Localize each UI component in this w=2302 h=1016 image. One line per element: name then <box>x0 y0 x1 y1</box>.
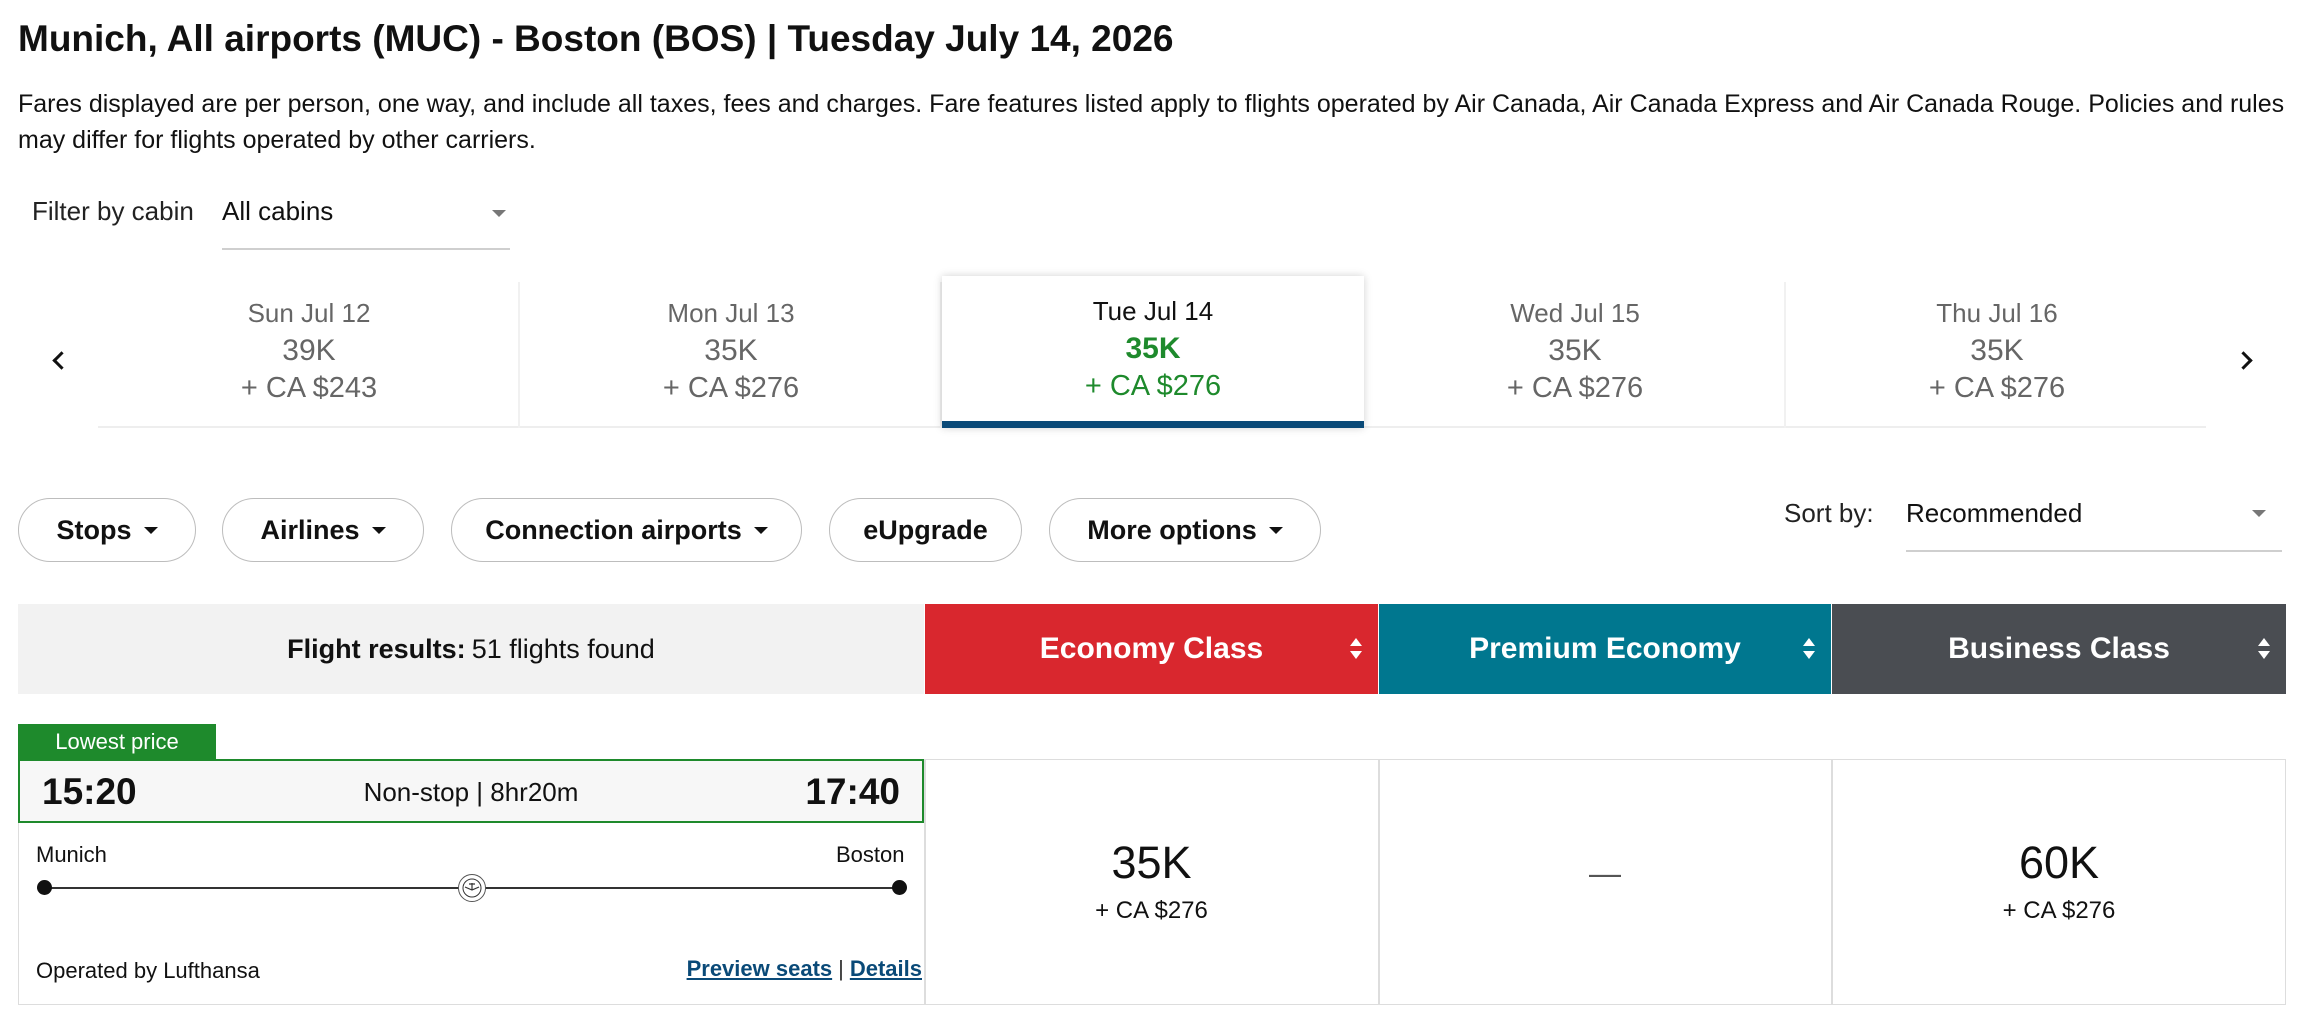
economy-class-header[interactable]: Economy Class <box>925 604 1378 694</box>
sort-arrows-icon <box>1803 638 1817 660</box>
cabin-filter-value: All cabins <box>222 196 334 226</box>
date-option-jul-12[interactable]: Sun Jul 12 39K + CA $243 <box>98 282 520 428</box>
date-option-jul-14-selected[interactable]: Tue Jul 14 35K + CA $276 <box>942 276 1364 428</box>
eupgrade-filter-button[interactable]: eUpgrade <box>829 498 1022 562</box>
flight-results-label: Flight results: <box>287 633 466 664</box>
lowest-price-badge: Lowest price <box>18 724 216 760</box>
chevron-down-icon <box>143 526 158 534</box>
date-cash: + CA $276 <box>1928 372 2066 404</box>
date-points: 35K <box>704 334 758 367</box>
chevron-down-icon <box>492 210 506 217</box>
origin-dot-icon <box>37 880 52 895</box>
premium-economy-header[interactable]: Premium Economy <box>1379 604 1831 694</box>
stops-filter-button[interactable]: Stops <box>18 498 196 562</box>
date-option-jul-13[interactable]: Mon Jul 13 35K + CA $276 <box>520 282 942 428</box>
date-label: Sun Jul 12 <box>247 298 371 328</box>
link-separator: | <box>838 956 844 981</box>
fare-disclaimer: Fares displayed are per person, one way,… <box>18 90 2285 154</box>
date-cells: Sun Jul 12 39K + CA $243 Mon Jul 13 35K … <box>98 276 2208 428</box>
business-class-label: Business Class <box>1948 632 2170 665</box>
destination-city: Boston <box>836 842 905 867</box>
date-label: Thu Jul 16 <box>1936 298 2058 328</box>
business-class-header[interactable]: Business Class <box>1832 604 2286 694</box>
flight-results-summary: Flight results: 51 flights found <box>18 604 924 694</box>
arrival-time: 17:40 <box>805 771 900 812</box>
date-option-jul-16[interactable]: Thu Jul 16 35K + CA $276 <box>1786 282 2208 428</box>
economy-class-label: Economy Class <box>1039 632 1264 665</box>
connection-airports-filter-button[interactable]: Connection airports <box>451 498 802 562</box>
row-divider <box>1831 759 1833 1005</box>
chevron-down-icon <box>753 526 768 534</box>
more-options-label: More options <box>1087 514 1257 545</box>
flight-summary: Non-stop | 8hr20m <box>363 777 579 807</box>
chevron-down-icon <box>371 526 386 534</box>
date-cash: + CA $276 <box>662 372 800 404</box>
lufthansa-logo-icon <box>458 874 486 902</box>
operated-by: Operated by Lufthansa <box>36 958 260 983</box>
next-dates-button[interactable] <box>2226 340 2266 380</box>
departure-time: 15:20 <box>42 771 137 812</box>
row-divider <box>924 759 926 1005</box>
business-fare-cell[interactable]: 60K + CA $276 <box>1832 759 2286 1005</box>
sort-arrows-icon <box>1350 638 1364 660</box>
details-link[interactable]: Details <box>849 956 922 981</box>
date-divider <box>518 282 520 428</box>
airlines-filter-button[interactable]: Airlines <box>222 498 424 562</box>
economy-fare-points: 35K <box>1111 837 1192 888</box>
more-options-button[interactable]: More options <box>1049 498 1321 562</box>
date-points: 35K <box>1548 334 1602 367</box>
cabin-filter-label: Filter by cabin <box>32 196 194 226</box>
chevron-right-icon <box>2233 350 2253 370</box>
airlines-filter-label: Airlines <box>260 514 360 545</box>
business-fare-points: 60K <box>2018 837 2100 888</box>
chevron-left-icon <box>51 350 71 370</box>
premium-fare-unavailable: — <box>1589 855 1621 891</box>
date-divider <box>1784 282 1786 428</box>
stops-filter-label: Stops <box>56 514 132 545</box>
eupgrade-filter-label: eUpgrade <box>863 514 988 545</box>
economy-fare-cash: + CA $276 <box>1095 897 1208 924</box>
sort-select[interactable]: Recommended <box>1906 490 2282 552</box>
economy-fare-cell[interactable]: 35K + CA $276 <box>925 759 1378 1005</box>
date-label: Mon Jul 13 <box>667 298 795 328</box>
connection-airports-filter-label: Connection airports <box>485 514 742 545</box>
row-divider <box>1378 759 1380 1005</box>
date-points: 39K <box>282 334 336 367</box>
origin-city: Munich <box>36 842 107 867</box>
sort-value: Recommended <box>1906 498 2083 528</box>
date-carousel: Sun Jul 12 39K + CA $243 Mon Jul 13 35K … <box>0 276 2302 442</box>
date-cash: + CA $243 <box>240 372 378 404</box>
date-cash: + CA $276 <box>1084 370 1222 402</box>
page-title: Munich, All airports (MUC) - Boston (BOS… <box>18 18 1174 59</box>
date-label: Wed Jul 15 <box>1510 298 1640 328</box>
flight-results-count: 51 flights found <box>471 633 655 664</box>
flight-links: Preview seats | Details <box>687 956 922 982</box>
date-cash: + CA $276 <box>1506 372 1644 404</box>
date-points: 35K <box>1125 332 1181 365</box>
business-fare-cash: + CA $276 <box>2002 897 2116 924</box>
destination-dot-icon <box>892 880 907 895</box>
date-divider <box>940 282 942 428</box>
premium-economy-label: Premium Economy <box>1469 632 1741 665</box>
chevron-down-icon <box>2252 510 2266 517</box>
flight-time-bar: 15:20 Non-stop | 8hr20m 17:40 <box>18 759 924 823</box>
date-label: Tue Jul 14 <box>1092 296 1214 326</box>
date-points: 35K <box>1970 334 2024 367</box>
sort-label: Sort by: <box>1784 498 1874 528</box>
premium-fare-cell: — <box>1379 759 1831 1005</box>
preview-seats-link[interactable]: Preview seats <box>686 956 833 981</box>
sort-arrows-icon <box>2258 638 2272 660</box>
chevron-down-icon <box>1268 526 1283 534</box>
flight-row <box>18 759 2286 1005</box>
previous-dates-button[interactable] <box>38 340 78 380</box>
date-option-jul-15[interactable]: Wed Jul 15 35K + CA $276 <box>1364 282 1786 428</box>
cabin-filter-select[interactable]: All cabins <box>222 188 510 250</box>
